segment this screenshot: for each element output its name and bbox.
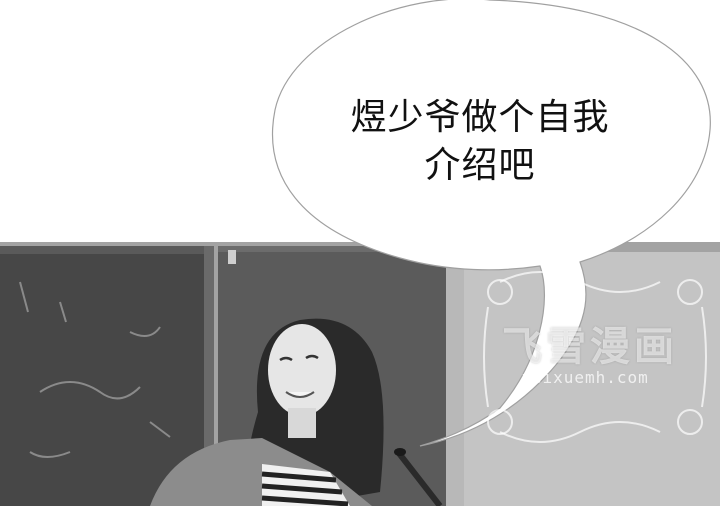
speech-bubble-text: 煜少爷做个自我 介绍吧 (300, 94, 660, 190)
watermark-frame-icon (483, 271, 707, 443)
watermark-url: feixuemh.com (521, 368, 649, 387)
speech-line-2: 介绍吧 (424, 145, 536, 186)
speech-line-1: 煜少爷做个自我 (350, 97, 610, 138)
watermark-title: 飞雪漫画 (502, 324, 678, 370)
